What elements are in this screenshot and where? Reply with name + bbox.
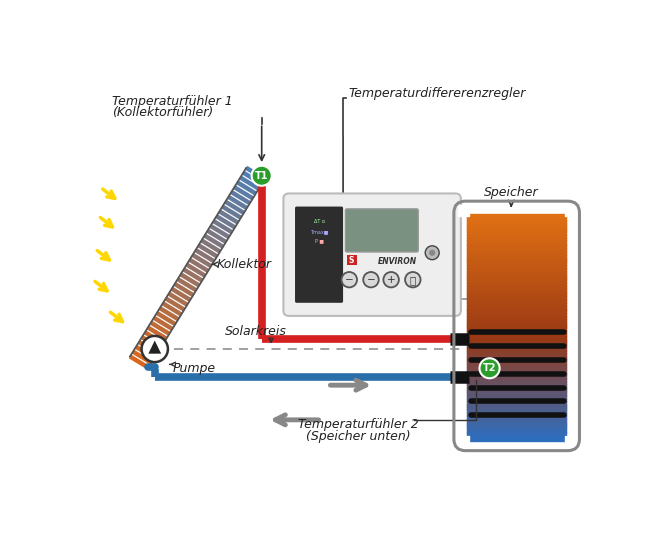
Text: −: −: [345, 275, 354, 284]
Text: −: −: [367, 275, 375, 284]
Text: T2: T2: [483, 363, 496, 373]
Text: Solarkreis: Solarkreis: [225, 325, 286, 338]
Text: Kollektor: Kollektor: [217, 258, 272, 271]
Text: (Kollektorfühler): (Kollektorfühler): [112, 107, 214, 119]
Circle shape: [363, 272, 379, 287]
Circle shape: [425, 246, 439, 260]
Circle shape: [384, 272, 399, 287]
Text: Temperaturdiffererenzregler: Temperaturdiffererenzregler: [349, 87, 526, 100]
Text: P ■: P ■: [315, 238, 324, 243]
Text: T1: T1: [255, 171, 269, 181]
Circle shape: [341, 272, 357, 287]
Text: Pumpe: Pumpe: [173, 362, 215, 375]
FancyBboxPatch shape: [295, 207, 343, 303]
Text: (Speicher unten): (Speicher unten): [306, 430, 411, 443]
Circle shape: [252, 166, 272, 186]
Text: Temperaturfühler 1: Temperaturfühler 1: [112, 95, 233, 108]
Polygon shape: [149, 341, 161, 354]
Circle shape: [141, 336, 168, 362]
Text: ⏻: ⏻: [410, 275, 416, 284]
Text: Speicher: Speicher: [484, 186, 539, 199]
Circle shape: [405, 272, 421, 287]
Text: Temperaturfühler 2: Temperaturfühler 2: [298, 418, 419, 431]
Circle shape: [429, 249, 435, 256]
FancyBboxPatch shape: [345, 209, 418, 252]
Text: ΔT ¤: ΔT ¤: [313, 219, 324, 224]
FancyBboxPatch shape: [347, 255, 357, 265]
Text: ENVIRON: ENVIRON: [378, 258, 417, 266]
Circle shape: [480, 358, 500, 379]
Text: Tmax■: Tmax■: [310, 229, 328, 234]
Text: S: S: [349, 256, 354, 265]
FancyBboxPatch shape: [284, 194, 461, 316]
Text: +: +: [387, 275, 395, 284]
